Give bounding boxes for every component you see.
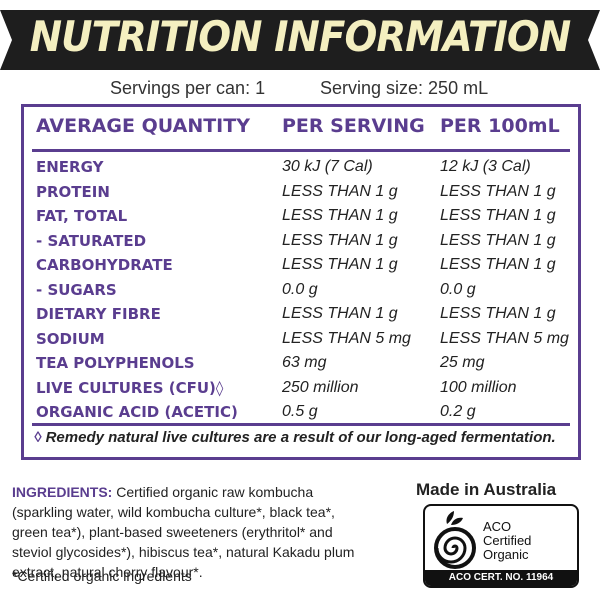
table-row: SODIUM LESS THAN 5 mg LESS THAN 5 mg <box>24 327 578 352</box>
table-row: ORGANIC ACID (ACETIC) 0.5 g 0.2 g <box>24 400 578 425</box>
nutrient-name: LIVE CULTURES (CFU)◊ <box>36 378 224 397</box>
serving-info: Servings per can: 1 Serving size: 250 mL <box>0 78 600 102</box>
table-row: - SATURATED LESS THAN 1 g LESS THAN 1 g <box>24 229 578 254</box>
per-100ml-value: LESS THAN 5 mg <box>440 329 569 347</box>
title-banner: NUTRITION INFORMATION <box>0 8 600 72</box>
aco-line-2: Certified <box>483 533 532 548</box>
per-serving-value: 250 million <box>282 378 359 396</box>
aco-line-1: ACO <box>483 519 512 534</box>
table-header: AVERAGE QUANTITY PER SERVING PER 100mL <box>24 115 578 145</box>
per-100ml-value: LESS THAN 1 g <box>440 256 556 273</box>
table-row: PROTEIN LESS THAN 1 g LESS THAN 1 g <box>24 180 578 205</box>
header-divider <box>32 149 570 152</box>
per-100ml-value: LESS THAN 1 g <box>440 182 556 200</box>
nutrient-name: TEA POLYPHENOLS <box>36 354 195 372</box>
page-title: NUTRITION INFORMATION <box>29 12 571 61</box>
made-in-australia: Made in Australia <box>416 480 557 499</box>
table-row: CARBOHYDRATE LESS THAN 1 g LESS THAN 1 g <box>24 253 578 278</box>
note-divider <box>32 423 570 426</box>
per-100ml-value: 100 million <box>440 378 517 396</box>
ingredients-text: Certified organic raw kombucha (sparklin… <box>12 484 355 580</box>
ingredients-block: INGREDIENTS: Certified organic raw kombu… <box>12 482 372 582</box>
ingredients-label: INGREDIENTS: <box>12 484 113 500</box>
fermentation-note-text: Remedy natural live cultures are a resul… <box>45 429 556 446</box>
per-serving-value: LESS THAN 1 g <box>282 305 398 322</box>
aco-leaf-spiral-logo-icon <box>434 511 476 569</box>
fermentation-note: ◊ Remedy natural live cultures are a res… <box>34 429 556 446</box>
table-row: - SUGARS 0.0 g 0.0 g <box>24 278 578 303</box>
nutrient-name: DIETARY FIBRE <box>36 305 161 323</box>
nutrient-name: CARBOHYDRATE <box>36 256 173 274</box>
nutrition-rows: ENERGY 30 kJ (7 Cal) 12 kJ (3 Cal) PROTE… <box>24 155 578 425</box>
aco-cert-number: ACO CERT. NO. 11964 <box>425 570 577 586</box>
per-100ml-value: LESS THAN 1 g <box>440 207 556 224</box>
organic-footnote: *Certified organic ingredients <box>12 568 192 584</box>
per-serving-value: 0.0 g <box>282 280 318 298</box>
per-serving-value: LESS THAN 1 g <box>282 207 398 224</box>
per-serving-value: 0.5 g <box>282 403 318 420</box>
per-100ml-value: LESS THAN 1 g <box>440 231 556 249</box>
table-row: LIVE CULTURES (CFU)◊ 250 million 100 mil… <box>24 376 578 401</box>
per-serving-value: LESS THAN 1 g <box>282 256 398 273</box>
banner-ribbon <box>0 10 600 70</box>
aco-line-3: Organic <box>483 547 529 562</box>
header-average-quantity: AVERAGE QUANTITY <box>36 115 250 137</box>
per-100ml-value: 12 kJ (3 Cal) <box>440 158 531 175</box>
header-per-100ml: PER 100mL <box>440 115 560 137</box>
per-100ml-value: 25 mg <box>440 354 485 371</box>
table-row: DIETARY FIBRE LESS THAN 1 g LESS THAN 1 … <box>24 302 578 327</box>
table-row: FAT, TOTAL LESS THAN 1 g LESS THAN 1 g <box>24 204 578 229</box>
aco-certified-organic-text: ACO Certified Organic <box>483 520 531 562</box>
nutrition-panel: AVERAGE QUANTITY PER SERVING PER 100mL E… <box>21 104 581 460</box>
header-per-serving: PER SERVING <box>282 115 425 137</box>
diamond-symbol: ◊ <box>34 429 42 446</box>
nutrient-name: ORGANIC ACID (ACETIC) <box>36 403 238 421</box>
aco-certification-badge: ACO Certified Organic ACO CERT. NO. 1196… <box>423 504 579 588</box>
nutrient-name: FAT, TOTAL <box>36 207 128 225</box>
nutrient-name: - SUGARS <box>36 280 117 299</box>
per-serving-value: LESS THAN 1 g <box>282 182 398 200</box>
per-100ml-value: 0.0 g <box>440 280 476 298</box>
table-row: ENERGY 30 kJ (7 Cal) 12 kJ (3 Cal) <box>24 155 578 180</box>
per-serving-value: LESS THAN 1 g <box>282 231 398 249</box>
nutrient-name: PROTEIN <box>36 182 110 201</box>
nutrient-name: ENERGY <box>36 158 104 176</box>
table-row: TEA POLYPHENOLS 63 mg 25 mg <box>24 351 578 376</box>
per-serving-value: 63 mg <box>282 354 327 371</box>
per-100ml-value: 0.2 g <box>440 403 476 420</box>
per-100ml-value: LESS THAN 1 g <box>440 305 556 322</box>
nutrient-name: SODIUM <box>36 329 105 348</box>
per-serving-value: LESS THAN 5 mg <box>282 329 411 347</box>
servings-per-can: Servings per can: 1 <box>110 78 266 98</box>
per-serving-value: 30 kJ (7 Cal) <box>282 158 373 175</box>
nutrient-name: - SATURATED <box>36 231 147 250</box>
serving-size: Serving size: 250 mL <box>320 78 489 98</box>
